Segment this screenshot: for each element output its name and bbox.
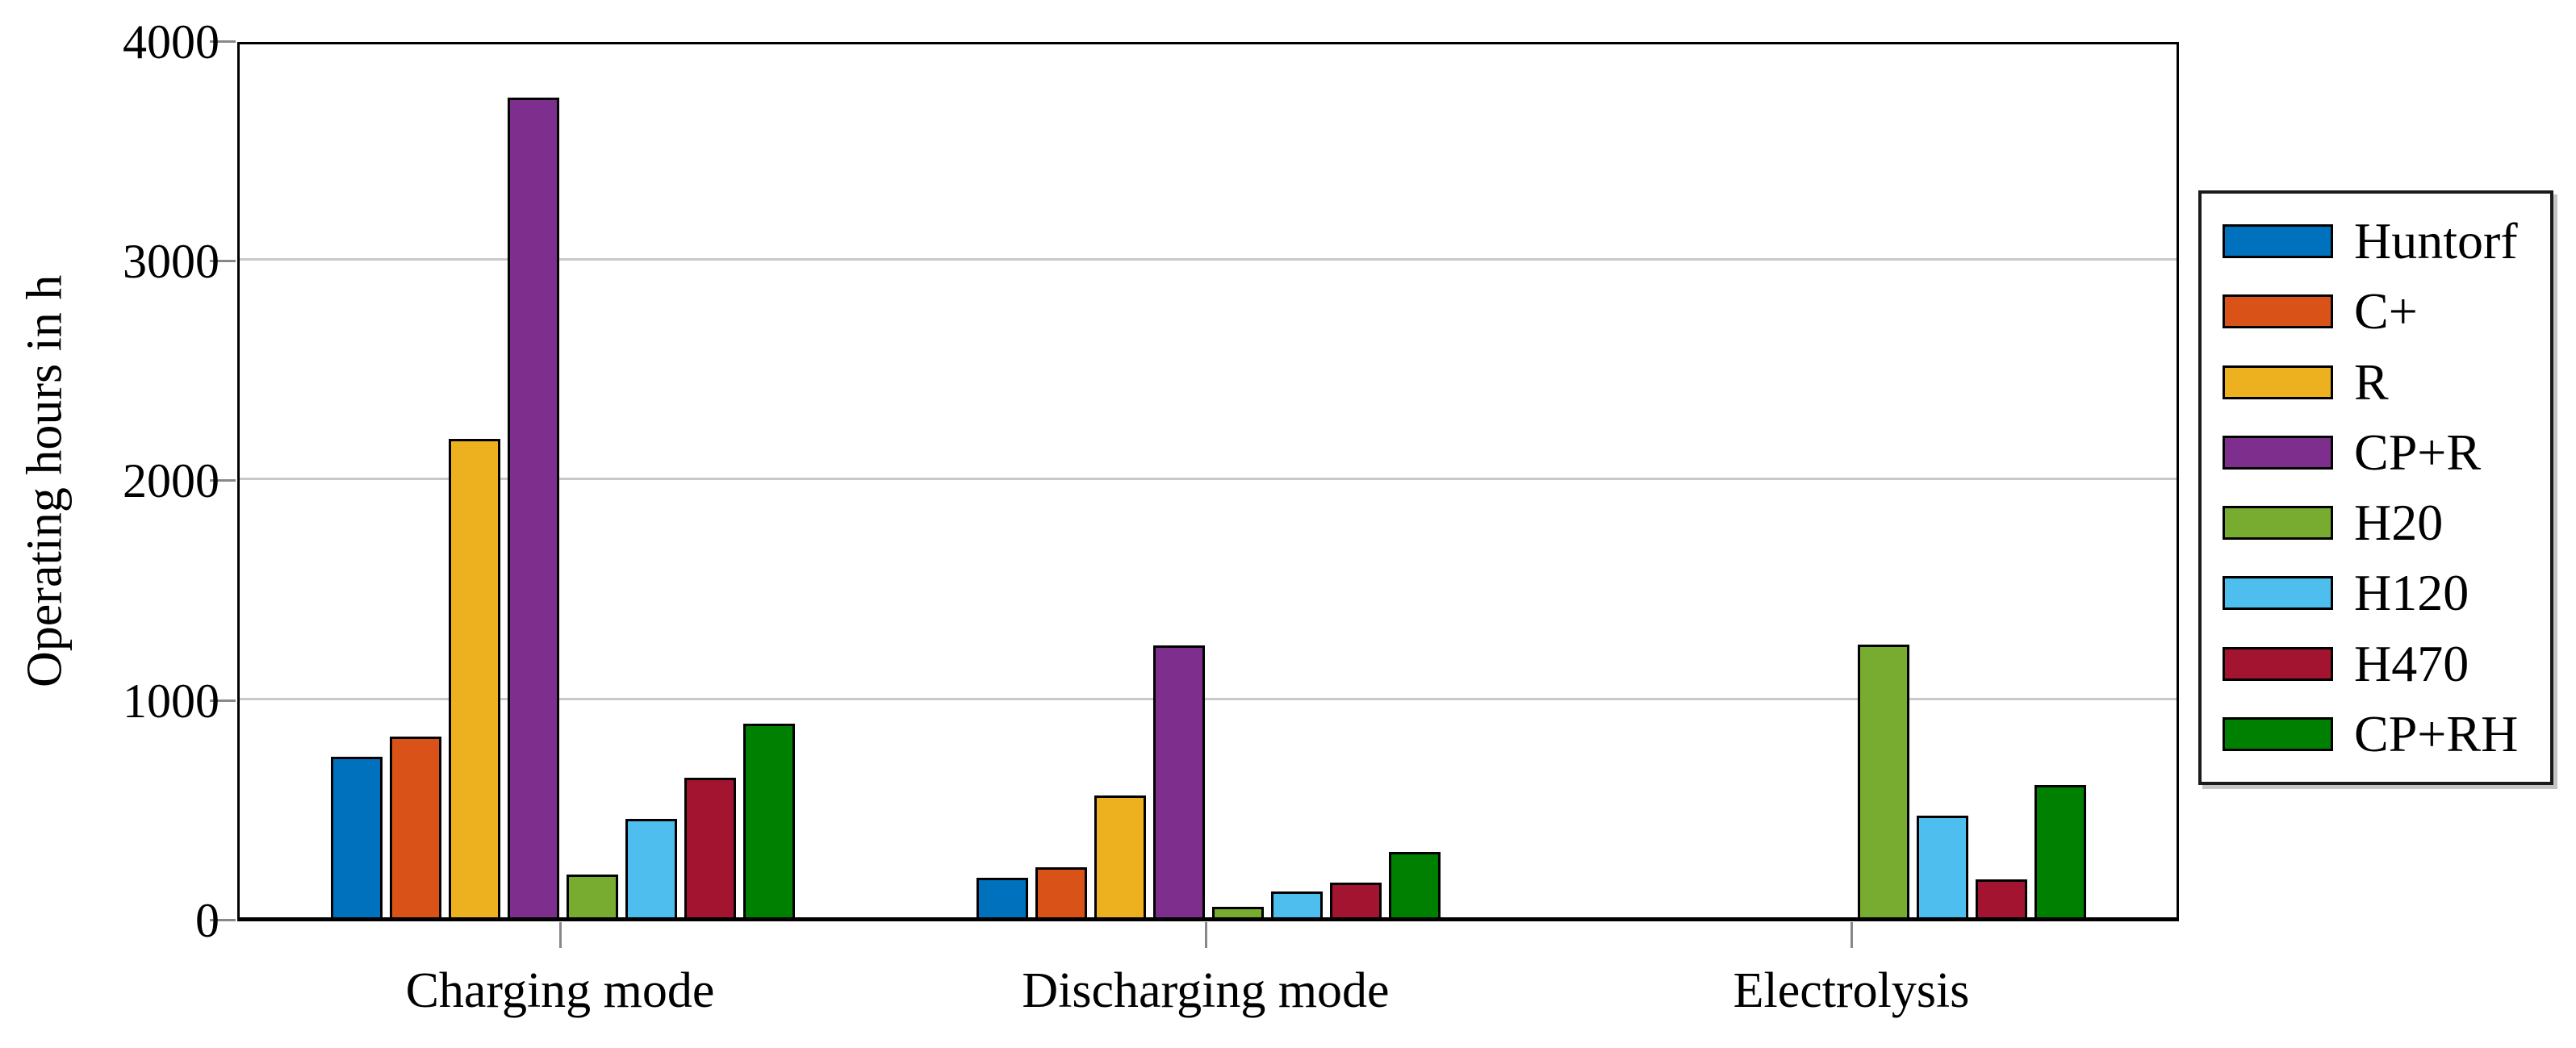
- legend-entry-CP+R: CP+R: [2202, 424, 2550, 482]
- bar-H470-0: [684, 778, 736, 918]
- legend-label-CP+RH: CP+RH: [2354, 704, 2519, 762]
- legend-swatch-CP+R: [2223, 435, 2333, 470]
- x-tick-label-0: Charging mode: [405, 963, 715, 1018]
- bar-slot: [1618, 44, 1677, 918]
- bar-H120-2: [1916, 816, 1968, 918]
- bar-Huntorf-1: [976, 878, 1028, 918]
- bar-slot: [1736, 44, 1795, 918]
- bar-slot: [1854, 44, 1913, 918]
- bar-slot: [739, 44, 798, 918]
- bar-slot: [1090, 44, 1149, 918]
- bar-slot: [445, 44, 504, 918]
- bar-slot: [1208, 44, 1267, 918]
- y-tick-label-1000: 1000: [123, 674, 220, 728]
- legend-swatch-R: [2223, 365, 2333, 399]
- legend-entry-H20: H20: [2202, 494, 2550, 552]
- legend-label-Huntorf: Huntorf: [2354, 212, 2518, 270]
- bar-H20-0: [566, 875, 618, 918]
- bar-group-0: [327, 44, 798, 918]
- bar-H120-0: [625, 819, 677, 918]
- bar-slot: [1913, 44, 1972, 918]
- bar-H20-1: [1211, 907, 1264, 918]
- bar-C+-0: [389, 737, 441, 918]
- legend-swatch-H20: [2223, 506, 2333, 541]
- legend-entry-CP+RH: CP+RH: [2202, 705, 2550, 763]
- bar-CP+R-1: [1152, 645, 1205, 918]
- legend-entry-H470: H470: [2202, 635, 2550, 693]
- legend-label-R: R: [2354, 353, 2389, 411]
- bar-slot: [562, 44, 621, 918]
- y-tick-mark-2000: [210, 479, 236, 482]
- legend-entry-C+: C+: [2202, 282, 2550, 340]
- legend-swatch-H120: [2223, 576, 2333, 611]
- bar-H470-2: [1975, 879, 2027, 918]
- x-tick-mark-1: [1205, 922, 1207, 948]
- y-tick-mark-3000: [210, 260, 236, 262]
- bar-slot: [327, 44, 386, 918]
- bar-R-1: [1094, 795, 1146, 918]
- bar-H120-1: [1270, 891, 1323, 918]
- legend-entry-H120: H120: [2202, 564, 2550, 622]
- legend-label-CP+R: CP+R: [2354, 423, 2482, 481]
- y-tick-label-4000: 4000: [123, 15, 220, 69]
- bar-slot: [1385, 44, 1444, 918]
- bar-slot: [386, 44, 445, 918]
- x-tick-label-1: Discharging mode: [1022, 963, 1390, 1018]
- bar-slot: [504, 44, 562, 918]
- bar-slot: [1031, 44, 1090, 918]
- x-tick-mark-0: [559, 922, 562, 948]
- bar-group-1: [972, 44, 1444, 918]
- bar-group-2: [1618, 44, 2089, 918]
- bar-H470-1: [1329, 883, 1382, 918]
- gridline-1000: [240, 698, 2177, 700]
- bar-slot: [1326, 44, 1385, 918]
- legend-swatch-C+: [2223, 294, 2333, 329]
- bar-slot: [1267, 44, 1326, 918]
- gridline-3000: [240, 258, 2177, 261]
- bar-CP+RH-0: [742, 724, 795, 918]
- legend-label-H120: H120: [2354, 564, 2469, 622]
- x-tick-mark-2: [1850, 922, 1853, 948]
- bar-slot: [972, 44, 1031, 918]
- bar-slot: [1795, 44, 1854, 918]
- legend-entry-Huntorf: Huntorf: [2202, 212, 2550, 270]
- y-tick-mark-1000: [210, 699, 236, 702]
- y-tick-label-3000: 3000: [123, 235, 220, 288]
- legend-swatch-H470: [2223, 646, 2333, 681]
- legend-box: Huntorf C+ R CP+R H20 H120 H470 CP+RH: [2198, 190, 2553, 785]
- bar-CP+RH-1: [1388, 852, 1441, 918]
- bar-R-0: [448, 439, 500, 918]
- y-tick-mark-0: [210, 919, 236, 921]
- bar-C+-1: [1035, 867, 1087, 918]
- y-tick-label-0: 0: [195, 894, 220, 947]
- bar-slot: [1677, 44, 1736, 918]
- bar-CP+R-0: [507, 98, 559, 918]
- legend-label-H470: H470: [2354, 634, 2469, 692]
- gridline-2000: [240, 478, 2177, 480]
- bar-slot: [2030, 44, 2089, 918]
- bar-H20-2: [1857, 645, 1909, 918]
- plot-area: [237, 42, 2179, 921]
- x-axis-line: [237, 917, 2179, 921]
- y-tick-label-2000: 2000: [123, 454, 220, 507]
- bar-slot: [1149, 44, 1208, 918]
- legend-swatch-CP+RH: [2223, 716, 2333, 751]
- bar-slot: [621, 44, 680, 918]
- bar-slot: [680, 44, 739, 918]
- bar-CP+RH-2: [2034, 785, 2086, 918]
- legend-entry-R: R: [2202, 353, 2550, 411]
- x-tick-label-2: Electrolysis: [1733, 963, 1970, 1018]
- legend-label-H20: H20: [2354, 494, 2444, 552]
- bar-slot: [1972, 44, 2030, 918]
- bar-Huntorf-0: [330, 757, 383, 918]
- legend-swatch-Huntorf: [2223, 224, 2333, 259]
- legend-label-C+: C+: [2354, 282, 2418, 340]
- y-tick-mark-4000: [210, 40, 236, 43]
